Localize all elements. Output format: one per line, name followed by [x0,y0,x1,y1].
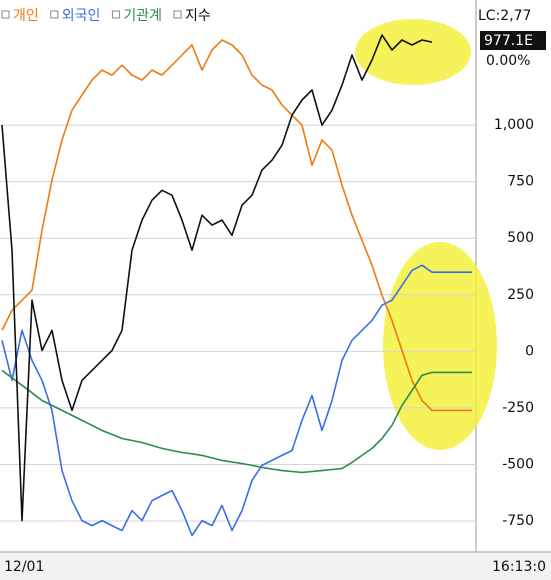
legend-marker [1,10,10,19]
price-box [480,31,546,50]
time-label: 16:13:0 [492,559,546,575]
legend-marker [111,10,120,19]
series-line [1,369,472,474]
y-tick-label: 750 [507,174,534,190]
series-line [1,39,472,412]
legend-label: 지수 [185,8,211,24]
highlight [383,242,497,450]
y-tick-label: 250 [507,287,534,303]
lc-label: LC:2,77 [478,8,531,24]
legend-marker [173,10,182,19]
series-line [1,264,472,537]
time-strip [0,553,551,580]
series-line [1,34,433,522]
y-tick-label: 1,000 [494,117,534,133]
y-tick-label: -500 [502,456,534,472]
y-tick-label: 500 [507,230,534,246]
legend-label: 외국인 [62,8,101,24]
x-tick-label: 12/01 [4,559,44,575]
legend-label: 기관계 [123,8,162,24]
y-tick-label: -250 [502,400,534,416]
y-tick-label: -750 [502,513,534,529]
change-label: 0.00% [486,53,530,69]
legend-label: 개인 [13,8,39,24]
price-label: 977.1E [484,33,533,49]
highlight [355,19,471,85]
legend-marker [50,10,59,19]
y-tick-label: 0 [525,343,534,359]
